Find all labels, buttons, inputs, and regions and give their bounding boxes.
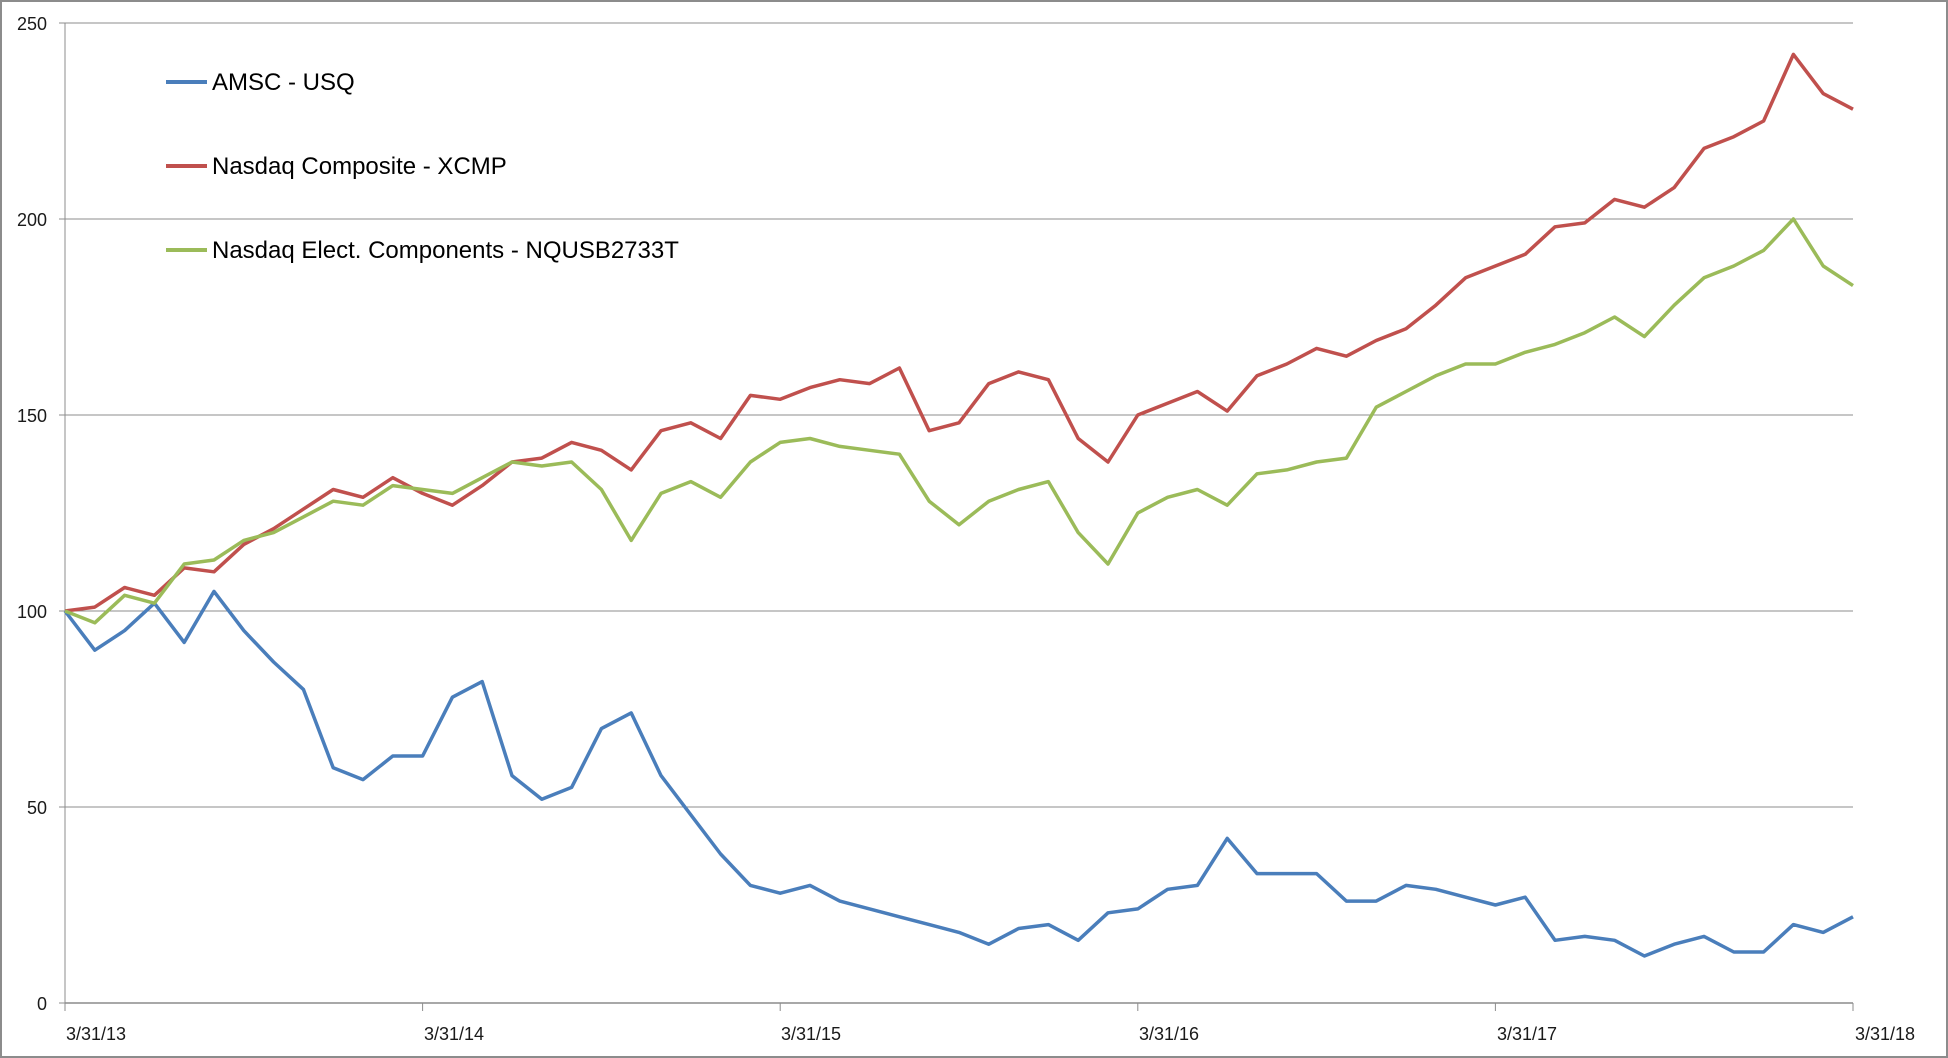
x-tick-label: 3/31/13 bbox=[66, 1024, 126, 1044]
legend-item-nasdaq-elect-components: Nasdaq Elect. Components - NQUSB2733T bbox=[166, 237, 679, 264]
legend-item-amsc: AMSC - USQ bbox=[166, 69, 355, 96]
amsc-series-line bbox=[63, 589, 1854, 958]
y-axis-labels: 0 50 100 150 200 250 bbox=[17, 14, 47, 1014]
series-lines bbox=[63, 52, 1854, 958]
legend-label: Nasdaq Elect. Components - NQUSB2733T bbox=[212, 237, 679, 264]
y-tick-label: 50 bbox=[27, 798, 47, 818]
nasdaq-composite-series-line bbox=[64, 52, 1854, 613]
x-tick-label: 3/31/15 bbox=[781, 1024, 841, 1044]
nasdaq-elect-components-series-line bbox=[64, 217, 1854, 625]
x-axis bbox=[59, 22, 1854, 1011]
x-tick-label: 3/31/18 bbox=[1855, 1024, 1915, 1044]
legend-label: AMSC - USQ bbox=[212, 69, 355, 96]
y-tick-label: 250 bbox=[17, 14, 47, 34]
y-tick-label: 200 bbox=[17, 210, 47, 230]
gridlines bbox=[65, 22, 1853, 808]
y-tick-label: 0 bbox=[37, 994, 47, 1014]
x-tick-label: 3/31/16 bbox=[1139, 1024, 1199, 1044]
legend-item-nasdaq-composite: Nasdaq Composite - XCMP bbox=[166, 153, 507, 180]
y-tick-label: 100 bbox=[17, 602, 47, 622]
legend-label: Nasdaq Composite - XCMP bbox=[212, 153, 507, 180]
y-tick-label: 150 bbox=[17, 406, 47, 426]
x-axis-labels: 3/31/13 3/31/14 3/31/15 3/31/16 3/31/17 … bbox=[66, 1024, 1915, 1044]
x-tick-label: 3/31/14 bbox=[424, 1024, 484, 1044]
legend: AMSC - USQ Nasdaq Composite - XCMP Nasda… bbox=[166, 69, 679, 264]
x-tick-label: 3/31/17 bbox=[1497, 1024, 1557, 1044]
